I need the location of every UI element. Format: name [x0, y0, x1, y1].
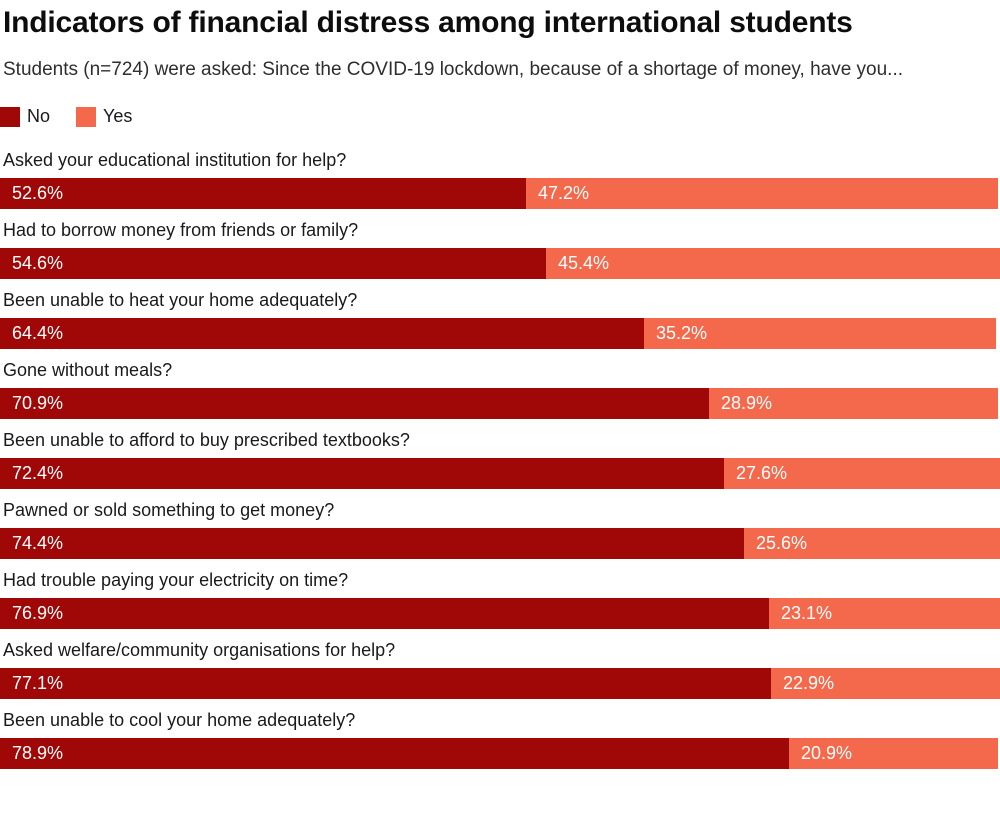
category-label: Had trouble paying your electricity on t…: [3, 570, 349, 590]
bar-row: Been unable to cool your home adequately…: [0, 710, 1000, 780]
legend-label-no: No: [27, 106, 51, 126]
category-label: Been unable to cool your home adequately…: [3, 710, 356, 730]
bar-row: Had to borrow money from friends or fami…: [0, 220, 1000, 290]
value-label-no: 64.4%: [12, 323, 64, 343]
value-label-yes: 35.2%: [656, 323, 708, 343]
stacked-bar: 78.9% 20.9%: [0, 738, 1000, 769]
bar-segment-no: 78.9%: [0, 738, 789, 769]
stacked-bar: 54.6% 45.4%: [0, 248, 1000, 279]
stacked-bar: 76.9% 23.1%: [0, 598, 1000, 629]
value-label-yes: 28.9%: [721, 393, 773, 413]
value-label-yes: 47.2%: [538, 183, 590, 203]
value-label-no: 52.6%: [12, 183, 64, 203]
legend: No Yes: [0, 106, 1000, 127]
chart-subtitle: Students (n=724) were asked: Since the C…: [3, 59, 904, 80]
bar-segment-no: 77.1%: [0, 668, 771, 699]
bar-row: Pawned or sold something to get money? 7…: [0, 500, 1000, 570]
bar-segment-yes: 25.6%: [744, 528, 1000, 559]
bar-segment-no: 74.4%: [0, 528, 744, 559]
stacked-bar: 74.4% 25.6%: [0, 528, 1000, 559]
category-label: Been unable to afford to buy prescribed …: [3, 430, 410, 450]
value-label-yes: 27.6%: [736, 463, 788, 483]
value-label-no: 77.1%: [12, 673, 64, 693]
legend-item-yes: Yes: [76, 106, 132, 127]
legend-swatch: [76, 106, 97, 127]
bar-segment-yes: 27.6%: [724, 458, 1000, 489]
value-label-no: 54.6%: [12, 253, 64, 273]
bar-segment-no: 52.6%: [0, 178, 526, 209]
value-label-yes: 45.4%: [558, 253, 610, 273]
category-label: Asked welfare/community organisations fo…: [3, 640, 396, 660]
value-label-no: 70.9%: [12, 393, 64, 413]
stacked-bar: 72.4% 27.6%: [0, 458, 1000, 489]
value-label-yes: 23.1%: [781, 603, 833, 623]
bar-segment-no: 70.9%: [0, 388, 709, 419]
bar-row: Asked your educational institution for h…: [0, 150, 1000, 220]
category-label: Been unable to heat your home adequately…: [3, 290, 358, 310]
value-label-yes: 25.6%: [756, 533, 808, 553]
bar-segment-yes: 23.1%: [769, 598, 1000, 629]
bar-row: Been unable to heat your home adequately…: [0, 290, 1000, 360]
bar-segment-yes: 35.2%: [644, 318, 996, 349]
bar-segment-no: 54.6%: [0, 248, 546, 279]
value-label-no: 74.4%: [12, 533, 64, 553]
category-label: Asked your educational institution for h…: [3, 150, 347, 170]
bar-segment-no: 64.4%: [0, 318, 644, 349]
bar-row: Asked welfare/community organisations fo…: [0, 640, 1000, 710]
value-label-no: 72.4%: [12, 463, 64, 483]
category-label: Had to borrow money from friends or fami…: [3, 220, 359, 240]
bar-segment-yes: 20.9%: [789, 738, 998, 769]
stacked-bar: 70.9% 28.9%: [0, 388, 1000, 419]
bar-segment-yes: 22.9%: [771, 668, 1000, 699]
value-label-yes: 20.9%: [801, 743, 853, 763]
category-label: Pawned or sold something to get money?: [3, 500, 335, 520]
legend-item-no: No: [0, 106, 50, 127]
chart-title: Indicators of financial distress among i…: [3, 6, 853, 39]
legend-label-yes: Yes: [103, 106, 133, 126]
bar-segment-yes: 47.2%: [526, 178, 998, 209]
value-label-no: 78.9%: [12, 743, 64, 763]
chart-body: Asked your educational institution for h…: [0, 150, 1000, 780]
bar-segment-yes: 45.4%: [546, 248, 1000, 279]
bar-segment-no: 76.9%: [0, 598, 769, 629]
value-label-yes: 22.9%: [783, 673, 835, 693]
stacked-bar: 64.4% 35.2%: [0, 318, 1000, 349]
stacked-bar: 77.1% 22.9%: [0, 668, 1000, 699]
category-label: Gone without meals?: [3, 360, 173, 380]
stacked-bar: 52.6% 47.2%: [0, 178, 1000, 209]
bar-row: Gone without meals? 70.9% 28.9%: [0, 360, 1000, 430]
bar-row: Been unable to afford to buy prescribed …: [0, 430, 1000, 500]
legend-swatch: [0, 106, 20, 127]
value-label-no: 76.9%: [12, 603, 64, 623]
bar-segment-yes: 28.9%: [709, 388, 998, 419]
bar-segment-no: 72.4%: [0, 458, 724, 489]
bar-row: Had trouble paying your electricity on t…: [0, 570, 1000, 640]
